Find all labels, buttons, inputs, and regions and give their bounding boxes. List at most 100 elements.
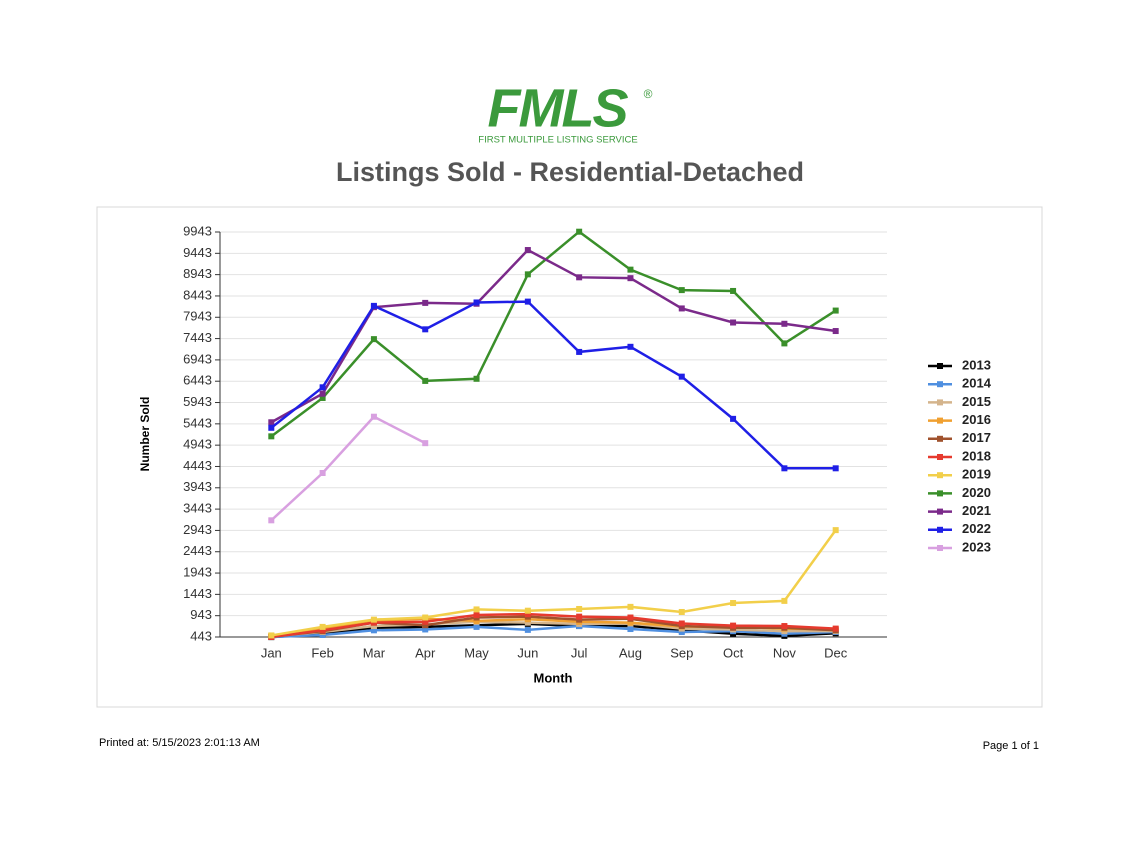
x-tick-label: Feb (311, 645, 333, 660)
point (730, 600, 737, 607)
series-line (271, 529, 837, 637)
point (473, 606, 480, 613)
point (576, 274, 583, 281)
point (730, 622, 737, 629)
y-tick-label: 943 (190, 607, 212, 622)
point (524, 607, 531, 614)
point (524, 619, 531, 626)
point (524, 247, 531, 254)
legend-label: 2019 (962, 467, 991, 482)
point (422, 614, 429, 621)
legend-label: 2013 (962, 357, 991, 372)
y-tick-label: 1443 (183, 586, 212, 601)
point (319, 390, 326, 397)
legend-marker (937, 508, 943, 515)
x-tick-label: Sep (670, 645, 693, 660)
x-tick-label: Jul (571, 645, 588, 660)
x-tick-label: Apr (415, 645, 436, 660)
point (524, 271, 531, 278)
y-tick-label: 7443 (183, 330, 212, 345)
point (678, 620, 685, 627)
series-line (270, 300, 836, 470)
logo: FMLS (488, 78, 629, 138)
point (781, 320, 788, 327)
point (370, 336, 377, 343)
y-tick-label: 1943 (183, 564, 212, 579)
point (832, 527, 839, 534)
legend-marker (937, 526, 943, 533)
point (370, 302, 377, 309)
point (268, 424, 275, 431)
point (473, 611, 480, 618)
y-tick-label: 8443 (183, 287, 212, 302)
point (524, 611, 531, 618)
legend-marker (937, 417, 943, 424)
point (370, 623, 377, 630)
y-tick-label: 9943 (183, 223, 212, 238)
point (268, 433, 275, 440)
point (422, 622, 429, 629)
point (832, 625, 839, 632)
point (781, 465, 788, 472)
legend-label: 2015 (962, 394, 991, 409)
point (576, 605, 583, 612)
point (627, 275, 634, 282)
legend-label: 2022 (962, 521, 991, 536)
point (319, 623, 326, 630)
chart-title: Listings Sold - Residential-Detached (336, 157, 804, 187)
point (319, 384, 326, 391)
point (627, 603, 634, 610)
point (627, 626, 634, 633)
y-tick-label: 2943 (183, 522, 212, 537)
point (422, 377, 429, 384)
legend-label: 2018 (962, 448, 991, 463)
point (781, 597, 788, 604)
series-line (271, 620, 836, 638)
y-tick-label: 5443 (183, 415, 212, 430)
series-line (271, 612, 836, 639)
point (832, 307, 839, 314)
point (524, 626, 531, 633)
point (422, 299, 429, 306)
y-tick-label: 2443 (183, 543, 212, 558)
point (473, 623, 480, 630)
point (576, 348, 583, 355)
point (268, 419, 275, 426)
point (422, 440, 429, 447)
point (832, 465, 839, 472)
legend-marker (937, 435, 943, 442)
y-tick-label: 4443 (183, 458, 212, 473)
point (627, 343, 634, 350)
x-tick-label: Aug (619, 645, 642, 660)
point (781, 623, 788, 630)
legend-marker (937, 399, 943, 406)
point (370, 627, 377, 634)
y-tick-label: 6443 (183, 373, 212, 388)
chart-frame (96, 206, 1043, 708)
series-line (270, 415, 426, 522)
point (422, 626, 429, 633)
point (524, 298, 531, 305)
x-tick-label: Dec (824, 645, 848, 660)
y-tick-label: 5943 (183, 394, 212, 409)
point (422, 618, 429, 625)
legend-label: 2014 (962, 376, 992, 391)
point (576, 613, 583, 620)
point (627, 619, 634, 626)
logo-tagline: FIRST MULTIPLE LISTING SERVICE (478, 135, 637, 146)
point (678, 373, 685, 380)
x-tick-label: May (464, 645, 489, 660)
legend-marker (937, 381, 943, 388)
point (678, 608, 685, 615)
legend-label: 2016 (962, 412, 991, 427)
point (678, 305, 685, 312)
legend-marker (937, 490, 943, 497)
point (678, 629, 685, 636)
printed-at: Printed at: 5/15/2023 2:01:13 AM (99, 737, 260, 749)
point (319, 627, 326, 634)
point (422, 326, 429, 333)
point (473, 617, 480, 624)
legend-marker (937, 472, 943, 479)
